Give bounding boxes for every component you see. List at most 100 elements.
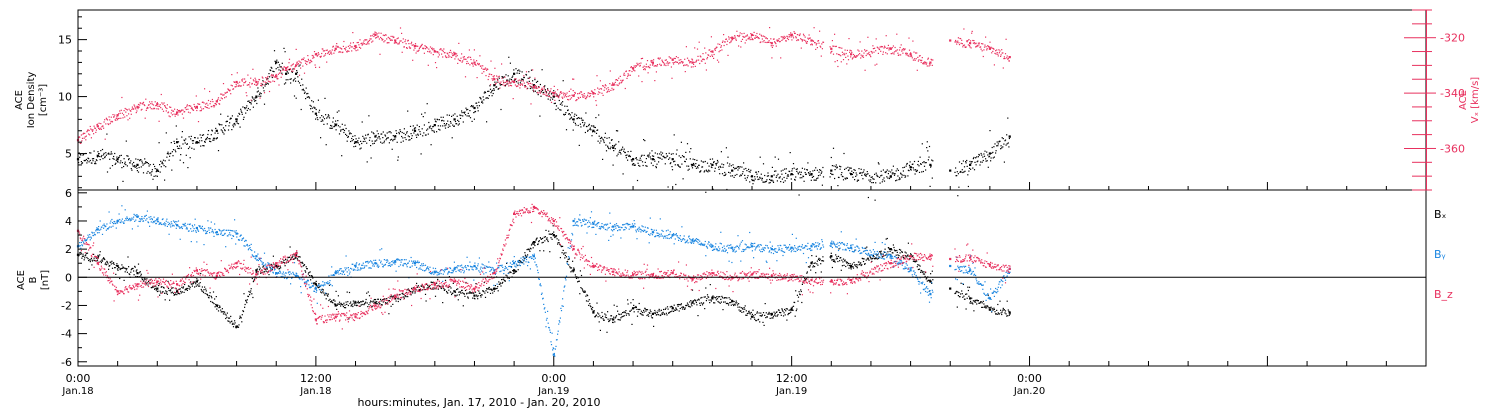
ion-density-point bbox=[772, 181, 775, 183]
vx-point bbox=[256, 84, 258, 86]
ion-density-point bbox=[549, 99, 551, 101]
ion-density-point bbox=[625, 154, 627, 157]
bx-point bbox=[924, 275, 926, 277]
ion-density-point bbox=[295, 72, 298, 75]
bx-point bbox=[293, 253, 295, 255]
vx-point bbox=[909, 53, 912, 56]
vx-point bbox=[194, 105, 196, 108]
ion-density-point bbox=[572, 118, 575, 121]
ion-density-point bbox=[713, 161, 715, 163]
vx-point bbox=[465, 58, 467, 60]
ion-density-point bbox=[489, 88, 492, 90]
vx-point bbox=[560, 91, 562, 93]
vx-point bbox=[277, 73, 279, 75]
ion-density-point bbox=[95, 159, 97, 161]
ion-density-point bbox=[789, 170, 791, 173]
vx-point bbox=[720, 45, 722, 47]
ion-density-point bbox=[135, 158, 137, 160]
ion-density-point bbox=[96, 156, 99, 158]
ion-density-point bbox=[466, 109, 468, 111]
ion-density-point bbox=[512, 75, 514, 77]
vx-point bbox=[510, 85, 513, 87]
vx-point bbox=[1004, 53, 1007, 55]
vx-point bbox=[496, 78, 498, 80]
vx-point bbox=[307, 55, 309, 57]
bx-point bbox=[829, 256, 831, 258]
ion-density-point bbox=[531, 87, 533, 89]
bx-point bbox=[791, 306, 793, 308]
vx-point bbox=[462, 56, 464, 58]
bx-point bbox=[731, 299, 733, 301]
vx-point bbox=[292, 63, 294, 65]
vx-point bbox=[320, 55, 322, 57]
vx-point bbox=[122, 117, 124, 119]
bx-point bbox=[695, 300, 697, 302]
bx-point bbox=[157, 290, 159, 292]
ion-density-point bbox=[111, 165, 114, 167]
bx-point bbox=[154, 288, 156, 290]
ion-density-point bbox=[290, 82, 292, 84]
bx-point bbox=[231, 323, 233, 325]
vx-point bbox=[390, 35, 392, 37]
bx-point bbox=[976, 299, 978, 301]
bx-point bbox=[706, 298, 708, 300]
vx-point bbox=[554, 99, 556, 101]
vx-point bbox=[332, 46, 334, 48]
ion-density-point bbox=[184, 142, 186, 144]
ion-density-point bbox=[427, 133, 429, 135]
vx-point bbox=[840, 61, 842, 63]
vx-point bbox=[138, 106, 140, 108]
bx-point bbox=[733, 304, 735, 307]
bx-point bbox=[454, 291, 457, 293]
ion-density-point bbox=[182, 162, 185, 164]
ion-density-point bbox=[375, 134, 377, 136]
bx-point bbox=[691, 301, 694, 304]
vx-point bbox=[709, 49, 711, 51]
vx-point bbox=[234, 81, 236, 83]
ion-density-point bbox=[708, 169, 710, 171]
vx-point bbox=[206, 107, 208, 109]
ion-density-point bbox=[605, 144, 607, 146]
ion-density-point bbox=[563, 114, 565, 116]
bx-point bbox=[337, 295, 339, 297]
bx-point bbox=[466, 292, 468, 294]
ion-density-point bbox=[143, 163, 145, 165]
ion-density-point bbox=[298, 82, 301, 84]
bx-point bbox=[499, 283, 501, 285]
ion-density-point bbox=[622, 146, 624, 148]
vx-point bbox=[338, 51, 341, 53]
bx-point bbox=[323, 292, 325, 294]
ion-density-point bbox=[146, 172, 148, 174]
ion-density-point bbox=[440, 116, 442, 118]
bx-point bbox=[372, 301, 374, 303]
ion-density-point bbox=[780, 181, 782, 183]
vx-point bbox=[295, 65, 297, 68]
bx-point bbox=[866, 258, 868, 260]
ion-density-point bbox=[482, 96, 484, 98]
ion-density-point bbox=[465, 107, 467, 109]
bx-point bbox=[149, 279, 151, 281]
bx-point bbox=[872, 257, 874, 259]
bx-point bbox=[867, 257, 869, 259]
bx-point bbox=[715, 299, 717, 301]
vx-point bbox=[872, 45, 874, 47]
ion-density-point bbox=[725, 147, 727, 149]
bx-point bbox=[121, 264, 123, 266]
ion-density-point bbox=[484, 91, 486, 93]
vx-point bbox=[780, 57, 782, 59]
ion-density-point bbox=[632, 158, 635, 161]
ion-density-point bbox=[1008, 137, 1010, 140]
ion-density-point bbox=[908, 164, 911, 166]
vx-point bbox=[493, 77, 495, 79]
ion-density-point bbox=[184, 140, 186, 142]
ion-density-point bbox=[275, 68, 277, 70]
ion-density-point bbox=[291, 71, 293, 73]
vx-point bbox=[116, 116, 118, 118]
ion-density-point bbox=[110, 151, 112, 153]
vx-point bbox=[329, 50, 331, 52]
ion-density-point bbox=[428, 126, 430, 128]
bx-point bbox=[957, 291, 959, 293]
ion-density-point bbox=[295, 80, 297, 82]
bx-point bbox=[666, 314, 668, 316]
bx-point bbox=[467, 297, 469, 299]
